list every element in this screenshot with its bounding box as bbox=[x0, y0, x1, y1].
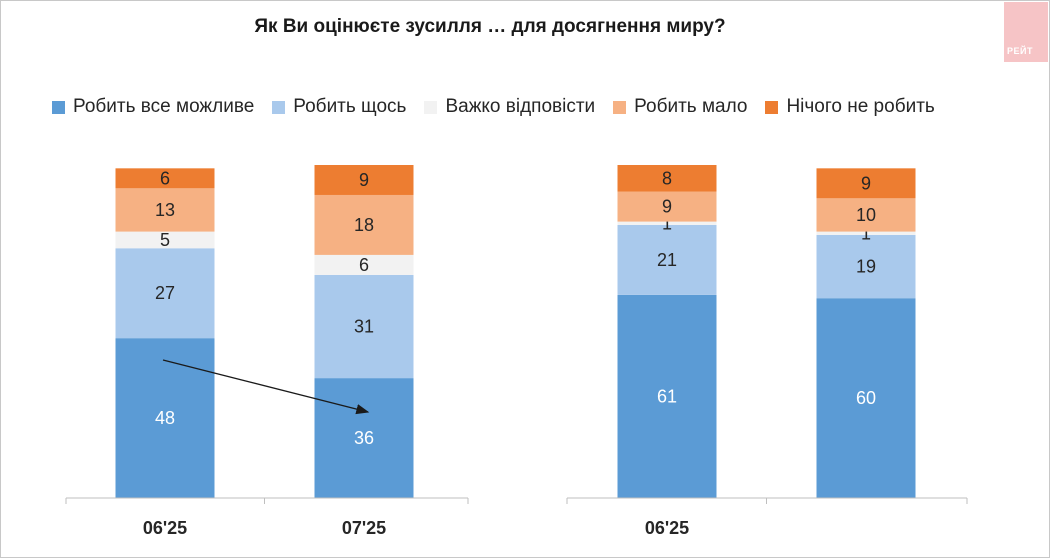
legend-swatch bbox=[765, 100, 779, 114]
data-label: 10 bbox=[856, 205, 876, 225]
data-label: 19 bbox=[856, 257, 876, 277]
bar-segment bbox=[816, 231, 916, 235]
data-label: 48 bbox=[155, 408, 175, 428]
data-label: 8 bbox=[662, 168, 672, 188]
legend-swatch bbox=[52, 100, 65, 114]
bar-segment bbox=[617, 221, 717, 225]
data-label: 61 bbox=[657, 386, 677, 406]
bar-segment bbox=[115, 231, 215, 249]
data-label: 5 bbox=[160, 230, 170, 250]
bar-segment bbox=[617, 224, 717, 295]
bar-segment bbox=[314, 194, 414, 255]
legend-swatch bbox=[424, 100, 438, 114]
legend-item-does-everything: Робить все можливе bbox=[52, 96, 254, 118]
bar-segment bbox=[617, 294, 717, 498]
data-label: 6 bbox=[160, 168, 170, 188]
legend-item-does-nothing: Нічого не робить bbox=[765, 96, 935, 118]
brand-logo: РЕЙТ bbox=[1004, 2, 1048, 62]
legend-swatch bbox=[613, 100, 627, 114]
data-label: 6 bbox=[359, 255, 369, 275]
bar-segment bbox=[816, 298, 916, 498]
logo-text: РЕЙТ bbox=[1007, 46, 1033, 56]
data-label: 18 bbox=[354, 215, 374, 235]
x-tick-label: 06'25 bbox=[143, 518, 187, 538]
bar-segment bbox=[617, 191, 717, 222]
bar-segment bbox=[314, 274, 414, 379]
legend-label: Важко відповісти bbox=[445, 96, 596, 117]
bar-segment bbox=[617, 165, 717, 192]
legend-item-does-something: Робить щось bbox=[272, 96, 406, 118]
data-label: 9 bbox=[662, 197, 672, 217]
data-label: 31 bbox=[354, 317, 374, 337]
legend-item-hard-to-say: Важко відповісти bbox=[424, 96, 595, 118]
bar-segment bbox=[816, 234, 916, 299]
data-label: 13 bbox=[155, 200, 175, 220]
bar-segment bbox=[816, 198, 916, 232]
legend-item-does-little: Робить мало bbox=[613, 96, 747, 118]
data-label: 1 bbox=[861, 223, 871, 243]
x-tick-label: 06'25 bbox=[645, 518, 689, 538]
bar-segment bbox=[314, 254, 414, 275]
legend-label: Робить щось bbox=[293, 96, 407, 117]
legend-label: Робить мало bbox=[634, 96, 748, 117]
bar-segment bbox=[314, 165, 414, 195]
bar-segment bbox=[115, 168, 215, 189]
bar-segment bbox=[115, 338, 215, 498]
chart-title: Як Ви оцінюєте зусилля … для досягнення … bbox=[254, 16, 726, 37]
bar-segment bbox=[115, 248, 215, 339]
bar-segment bbox=[816, 168, 916, 199]
annotation-arrow bbox=[162, 359, 370, 415]
legend-label: Нічого не робить bbox=[786, 96, 935, 117]
data-label: 9 bbox=[861, 173, 871, 193]
data-label: 60 bbox=[856, 388, 876, 408]
legend-swatch bbox=[272, 100, 286, 114]
legend-label: Робить все можливе bbox=[73, 96, 255, 117]
bar-segment bbox=[115, 188, 215, 232]
data-label: 36 bbox=[354, 428, 374, 448]
x-tick-label: 07'25 bbox=[342, 518, 386, 538]
data-label: 1 bbox=[662, 213, 672, 233]
chart-legend: Робить все можливе Робить щось Важко від… bbox=[52, 95, 935, 119]
data-label: 21 bbox=[657, 250, 677, 270]
data-label: 27 bbox=[155, 283, 175, 303]
data-label: 9 bbox=[359, 170, 369, 190]
bar-segment bbox=[314, 378, 414, 498]
